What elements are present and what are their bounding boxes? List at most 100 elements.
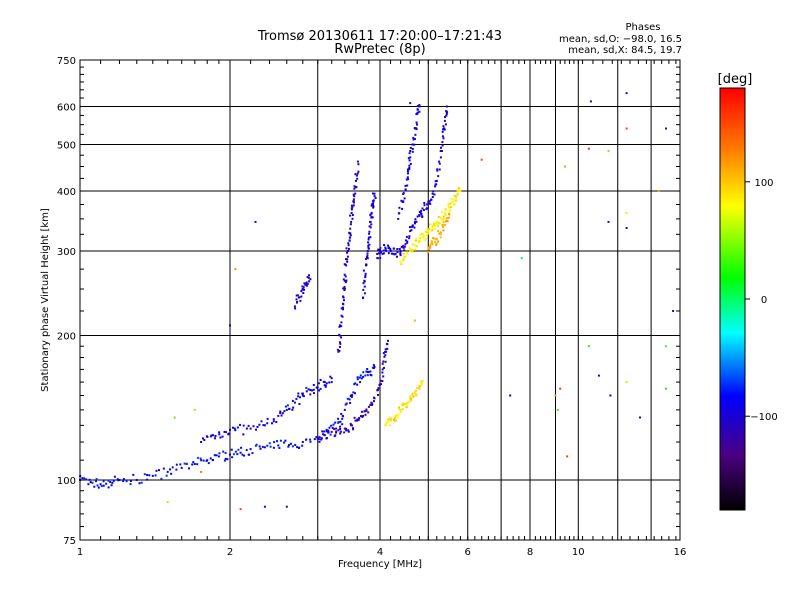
data-point <box>427 200 430 203</box>
data-point <box>447 216 450 219</box>
data-point <box>373 195 376 198</box>
data-point <box>224 457 227 460</box>
data-point <box>162 467 165 470</box>
data-point <box>252 425 255 428</box>
data-point <box>364 374 367 377</box>
data-point <box>397 212 400 215</box>
data-point <box>363 292 366 295</box>
data-point <box>597 374 600 377</box>
data-point <box>439 231 442 234</box>
data-point <box>357 170 360 173</box>
data-point <box>411 243 414 246</box>
data-point <box>299 299 302 302</box>
data-point <box>345 402 348 405</box>
data-point <box>385 249 388 252</box>
data-point <box>212 434 215 437</box>
data-point <box>380 251 383 254</box>
data-point <box>431 192 434 195</box>
data-point <box>423 202 426 204</box>
data-point <box>343 263 346 266</box>
data-point <box>415 237 418 240</box>
data-point <box>372 205 375 208</box>
data-point <box>304 283 307 286</box>
data-point <box>382 352 385 355</box>
data-point <box>305 282 308 285</box>
data-point <box>200 470 203 473</box>
data-point <box>188 467 190 470</box>
data-point <box>437 230 439 232</box>
data-point <box>113 475 116 478</box>
data-point <box>173 416 176 419</box>
data-point <box>421 215 424 218</box>
data-point <box>393 419 396 422</box>
data-point <box>183 462 186 465</box>
data-point <box>87 483 90 486</box>
data-point <box>354 192 357 195</box>
data-point <box>435 179 438 182</box>
data-point <box>166 470 169 473</box>
data-point <box>362 371 365 374</box>
data-point <box>96 484 99 487</box>
data-point <box>350 208 353 211</box>
data-point <box>298 296 301 299</box>
data-point <box>227 433 230 436</box>
data-point <box>421 379 424 382</box>
data-point <box>143 473 146 476</box>
data-point <box>440 146 442 149</box>
data-point <box>409 156 412 159</box>
data-point <box>556 408 559 411</box>
data-point <box>302 395 305 398</box>
data-point <box>300 295 303 298</box>
data-point <box>422 209 425 212</box>
data-point <box>422 232 425 235</box>
data-point <box>305 386 308 389</box>
data-point <box>331 426 334 429</box>
data-point <box>414 133 417 136</box>
data-point <box>439 216 442 219</box>
data-point <box>432 190 435 193</box>
data-point <box>325 437 328 439</box>
data-point <box>301 285 304 288</box>
data-point <box>125 480 128 483</box>
data-point <box>344 275 347 278</box>
data-point <box>318 436 321 439</box>
data-point <box>362 269 365 272</box>
data-point <box>277 444 280 447</box>
data-point <box>399 260 402 263</box>
data-point <box>107 479 110 482</box>
data-point <box>293 305 296 308</box>
data-point <box>405 406 408 409</box>
data-point <box>266 422 269 425</box>
data-point <box>339 324 341 327</box>
data-point <box>339 342 342 345</box>
data-point <box>339 341 341 344</box>
data-point <box>325 428 328 431</box>
data-point <box>435 242 438 245</box>
data-point <box>427 230 430 233</box>
data-point <box>400 263 403 266</box>
data-point <box>339 432 342 435</box>
data-point <box>213 454 216 457</box>
data-point <box>445 113 448 115</box>
data-points <box>79 92 675 511</box>
data-point <box>370 203 373 206</box>
data-point <box>434 180 437 183</box>
data-point <box>639 416 641 419</box>
data-point <box>339 425 342 428</box>
data-point <box>415 245 418 248</box>
data-point <box>383 355 386 358</box>
data-point <box>395 419 397 422</box>
data-point <box>236 453 239 456</box>
data-point <box>402 192 405 195</box>
data-point <box>396 255 398 258</box>
data-point <box>316 437 319 440</box>
data-point <box>442 137 445 140</box>
data-point <box>383 366 385 369</box>
data-point <box>356 418 359 421</box>
data-point <box>369 370 372 373</box>
data-point <box>306 276 309 279</box>
data-point <box>372 192 374 195</box>
data-point <box>179 463 182 466</box>
data-point <box>520 257 523 260</box>
data-point <box>438 168 441 171</box>
